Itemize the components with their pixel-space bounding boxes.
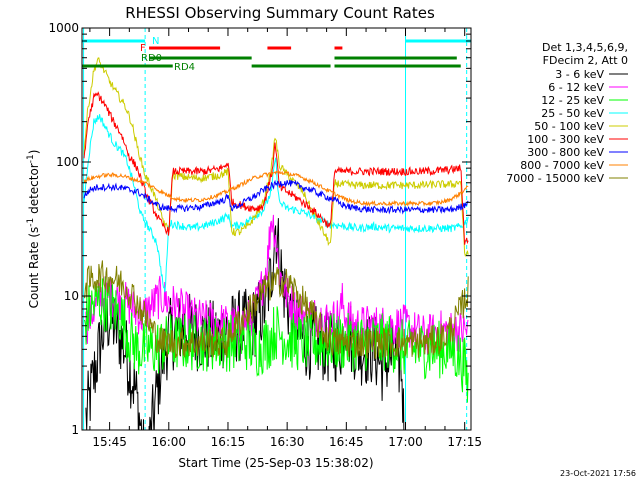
legend-label-6: 300 - 800 keV — [527, 146, 604, 159]
plot-frame — [81, 27, 472, 431]
legend: Det 1,3,4,5,6,9, FDecim 2, Att 0 3 - 6 k… — [506, 41, 628, 185]
x-tick-label-0: 15:45 — [92, 435, 127, 449]
series-line-6 — [83, 179, 469, 215]
legend-label-5: 100 - 300 keV — [527, 133, 604, 146]
legend-label-0: 3 - 6 keV — [555, 68, 604, 81]
legend-label-1: 6 - 12 keV — [548, 81, 604, 94]
marker-lines — [83, 28, 468, 430]
flag-label-1: F — [140, 43, 146, 54]
y-tick-label-1: 10 — [64, 289, 79, 303]
legend-label-3: 25 - 50 keV — [541, 107, 604, 120]
series-line-1 — [85, 214, 469, 356]
x-tick-label-1: 16:00 — [151, 435, 186, 449]
legend-header-line-1: Det 1,3,4,5,6,9, — [542, 41, 628, 54]
series-layer — [83, 57, 469, 430]
legend-header-line-2: FDecim 2, Att 0 — [543, 54, 628, 67]
legend-label-8: 7000 - 15000 keV — [506, 172, 604, 185]
y-axis: 1 10 100 1000 — [48, 21, 471, 437]
x-tick-label-5: 17:00 — [388, 435, 423, 449]
series-line-7 — [83, 170, 469, 207]
flag-label-3: RD4 — [174, 62, 195, 73]
y-tick-label-3: 1000 — [48, 21, 79, 35]
series-line-8 — [83, 260, 469, 360]
x-tick-label-4: 16:45 — [329, 435, 364, 449]
flag-label-0: N — [152, 36, 159, 47]
generated-timestamp: 23-Oct-2021 17:56 — [560, 469, 636, 478]
series-line-4 — [83, 57, 469, 257]
x-tick-label-3: 16:30 — [270, 435, 305, 449]
x-tick-label-2: 16:15 — [211, 435, 246, 449]
x-axis-label: Start Time (25-Sep-03 15:38:02) — [178, 456, 373, 470]
flag-label-2: RD0 — [141, 53, 162, 64]
x-tick-label-6: 17:15 — [447, 435, 482, 449]
legend-label-4: 50 - 100 keV — [534, 120, 604, 133]
series-line-2 — [83, 276, 469, 403]
series-line-5 — [83, 91, 469, 245]
x-axis: 15:45 16:00 16:15 16:30 16:45 17:00 17:15 — [89, 28, 482, 449]
chart-title: RHESSI Observing Summary Count Rates — [125, 4, 435, 22]
y-tick-label-2: 100 — [56, 155, 79, 169]
series-line-3 — [83, 114, 469, 293]
y-axis-label: Count Rate (s-1 detector-1) — [26, 150, 41, 309]
legend-label-7: 800 - 7000 keV — [520, 159, 604, 172]
y-tick-label-0: 1 — [71, 423, 79, 437]
legend-label-2: 12 - 25 keV — [541, 94, 604, 107]
